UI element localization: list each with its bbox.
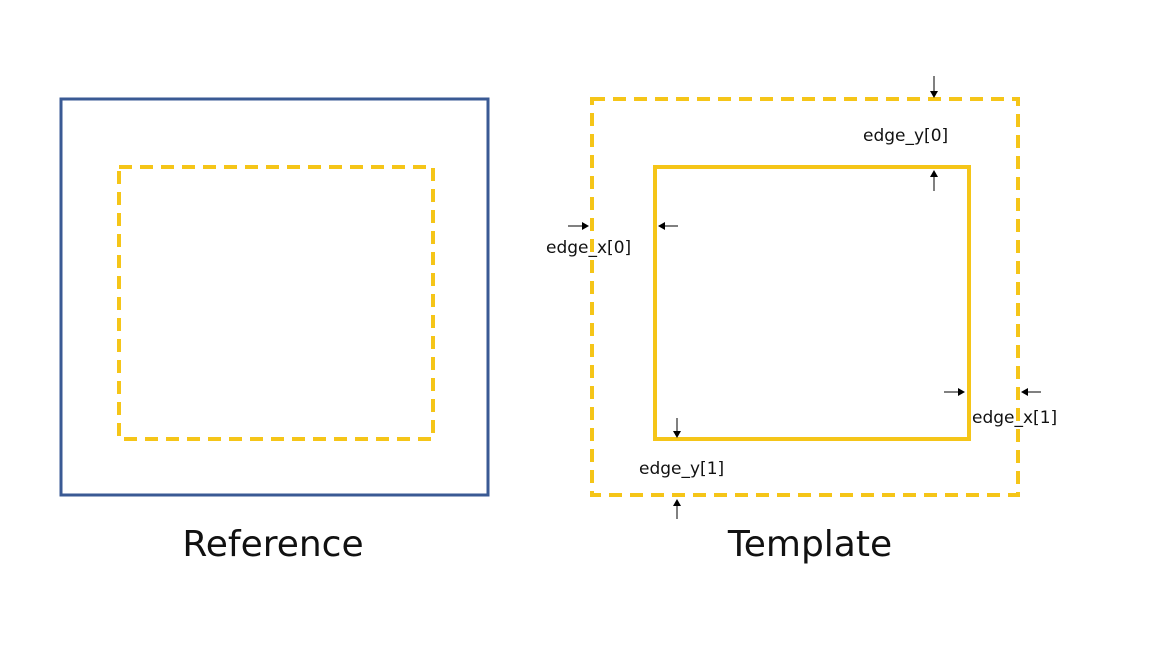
edge-y0-inner-arrow-icon <box>930 170 938 191</box>
edge-y1-inner-arrow-icon <box>673 418 681 438</box>
edge-x1-label: edge_x[1] <box>972 408 1057 428</box>
edge-x0-inner-arrow-icon <box>658 222 678 230</box>
edge-x0-outer-arrow-icon <box>568 222 589 230</box>
edge-x0-label: edge_x[0] <box>546 238 631 258</box>
edge-y1-outer-arrow-icon <box>673 499 681 519</box>
edge-x1-inner-arrow-icon <box>944 388 965 396</box>
reference-panel: Reference <box>59 97 490 565</box>
template-caption: Template <box>727 524 892 565</box>
template-outer-dashed-box <box>590 97 1020 497</box>
edge-y0-label: edge_y[0] <box>863 126 948 146</box>
edge-y1-label: edge_y[1] <box>639 459 724 479</box>
reference-caption: Reference <box>182 524 363 565</box>
reference-inner-dashed-box <box>117 165 435 441</box>
edge-y0-outer-arrow-icon <box>930 76 938 98</box>
template-panel: edge_y[0] edge_x[0] edge_x[1] <box>546 76 1057 565</box>
template-inner-box <box>653 165 971 441</box>
reference-outer-box <box>59 97 490 497</box>
edge-x1-outer-arrow-icon <box>1021 388 1041 396</box>
